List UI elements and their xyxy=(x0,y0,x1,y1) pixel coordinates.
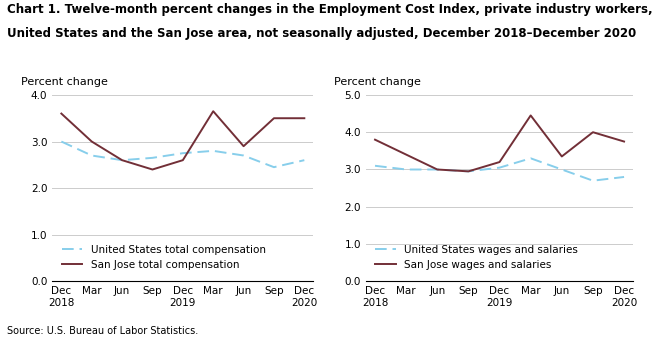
Text: Source: U.S. Bureau of Labor Statistics.: Source: U.S. Bureau of Labor Statistics. xyxy=(7,326,198,336)
Legend: United States total compensation, San Jose total compensation: United States total compensation, San Jo… xyxy=(57,241,270,274)
Text: Chart 1. Twelve-month percent changes in the Employment Cost Index, private indu: Chart 1. Twelve-month percent changes in… xyxy=(7,3,652,16)
Legend: United States wages and salaries, San Jose wages and salaries: United States wages and salaries, San Jo… xyxy=(371,241,582,274)
Text: United States and the San Jose area, not seasonally adjusted, December 2018–Dece: United States and the San Jose area, not… xyxy=(7,27,636,40)
Text: Percent change: Percent change xyxy=(334,78,421,87)
Text: Percent change: Percent change xyxy=(21,78,108,87)
